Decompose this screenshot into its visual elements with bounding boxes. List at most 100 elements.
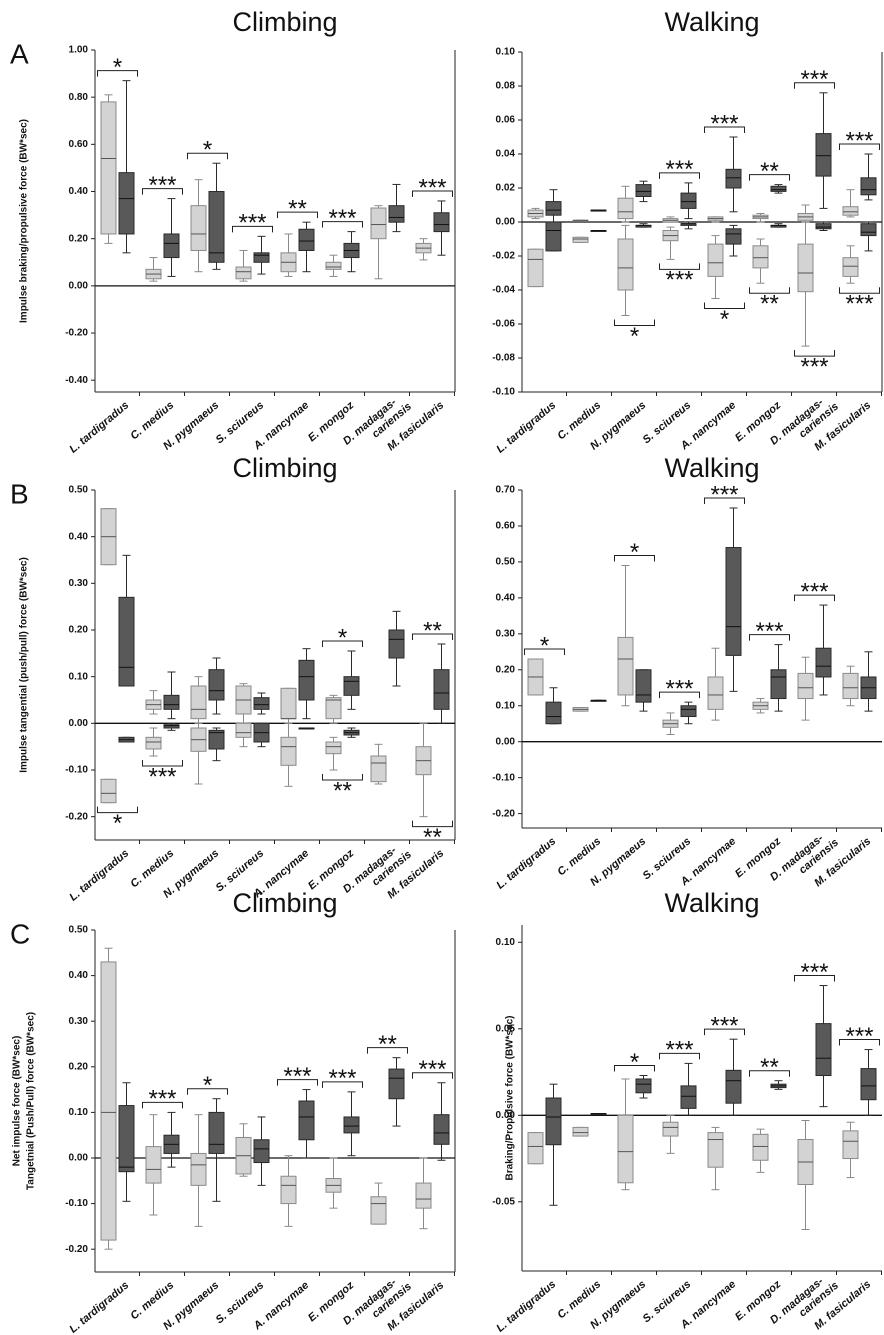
significance-label: **: [760, 1054, 779, 1081]
y-axis-label: Tangetnial (Push/Pull) force (BW*sec): [26, 1012, 37, 1190]
significance-label: ***: [418, 1056, 446, 1083]
significance-label: **: [423, 617, 442, 644]
significance-label: **: [333, 777, 352, 804]
box: [118, 1105, 135, 1173]
y-tick-label: -0.20: [65, 811, 88, 822]
box: [635, 184, 652, 198]
significance-bracket: [412, 1072, 453, 1079]
y-tick-label: 0.20: [69, 1061, 89, 1072]
significance-bracket: [704, 497, 745, 504]
significance-bracket: [704, 1028, 745, 1036]
significance-label: ***: [845, 1023, 873, 1050]
box: [770, 669, 787, 700]
significance-label: ***: [238, 210, 266, 237]
box: [235, 722, 252, 738]
box: [680, 705, 697, 718]
significance-label: ***: [283, 1063, 311, 1090]
chart-title: Walking: [664, 888, 759, 918]
box: [617, 197, 634, 220]
significance-bracket: [322, 1081, 363, 1088]
box: [433, 669, 450, 710]
box: [545, 221, 562, 252]
box: [145, 736, 162, 750]
y-tick-label: 0.10: [496, 47, 516, 58]
box: [797, 672, 814, 700]
box: [707, 1132, 724, 1168]
box: [842, 672, 859, 700]
box: [815, 133, 832, 177]
significance-bracket: [322, 774, 363, 781]
x-tick-label: D. madagas-cariensis: [768, 1269, 841, 1335]
box: [343, 1116, 360, 1134]
significance-label: **: [423, 824, 442, 851]
box: [797, 243, 814, 293]
significance-bracket: [614, 1065, 655, 1072]
box: [325, 261, 342, 270]
significance-bracket: [794, 82, 835, 89]
x-tick-label: L. tardigradus: [67, 399, 131, 455]
y-tick-label: -0.20: [65, 328, 88, 339]
significance-bracket: [187, 1088, 228, 1095]
significance-label: ***: [845, 127, 873, 154]
significance-bracket: [749, 634, 790, 641]
significance-label: ***: [148, 763, 176, 790]
box: [298, 228, 315, 251]
box: [433, 1114, 450, 1145]
box: [752, 245, 769, 269]
box: [253, 252, 270, 263]
x-tick-label: D. madagas-cariensis: [768, 390, 841, 457]
box: [617, 238, 634, 291]
chart-title: Climbing: [232, 888, 337, 918]
x-tick-label: D. madagas-cariensis: [341, 838, 414, 905]
significance-label: ***: [800, 578, 828, 605]
significance-label: *: [540, 632, 549, 659]
box: [388, 1068, 405, 1100]
significance-label: ***: [800, 353, 828, 380]
y-tick-label: 0.02: [496, 183, 516, 194]
significance-bracket: [232, 225, 273, 233]
box: [842, 257, 859, 277]
y-axis-label: Impulse braking/propulsive force (BW*sec…: [19, 119, 30, 323]
significance-bracket: [659, 691, 700, 699]
box: [527, 1132, 544, 1165]
box: [815, 1023, 832, 1077]
box: [100, 961, 117, 1241]
y-tick-label: 0.40: [69, 186, 89, 197]
y-tick-label: 0.10: [496, 700, 516, 711]
box: [280, 687, 297, 720]
box: [617, 636, 634, 696]
y-tick-label: -0.04: [492, 285, 515, 296]
significance-bracket: [412, 820, 453, 828]
significance-label: *: [203, 1072, 212, 1099]
box: [370, 1196, 387, 1225]
y-tick-label: 0.00: [496, 1110, 516, 1121]
box: [415, 1182, 432, 1209]
box: [572, 236, 589, 243]
y-axis-label: Impulse tangential (push/pull) force (BW…: [19, 557, 30, 773]
box: [325, 741, 342, 755]
box: [163, 694, 180, 710]
y-tick-label: 0.70: [496, 485, 516, 496]
box: [545, 701, 562, 725]
box: [815, 223, 832, 230]
significance-label: ***: [418, 174, 446, 201]
box: [208, 191, 225, 263]
significance-label: *: [338, 624, 347, 651]
y-tick-label: 0.60: [496, 521, 516, 532]
significance-label: *: [630, 323, 639, 350]
y-tick-label: 0.80: [69, 92, 89, 103]
significance-label: ***: [148, 1086, 176, 1113]
box: [370, 207, 387, 240]
y-tick-label: 0.10: [69, 671, 89, 682]
y-tick-label: 0.60: [69, 139, 89, 150]
significance-bracket: [839, 1039, 880, 1046]
box: [662, 1121, 679, 1137]
significance-bracket: [277, 1079, 318, 1086]
significance-label: **: [288, 196, 307, 223]
significance-label: ***: [665, 267, 693, 294]
significance-bracket: [794, 975, 835, 982]
box: [208, 1111, 225, 1154]
box: [707, 243, 724, 277]
box: [343, 676, 360, 696]
